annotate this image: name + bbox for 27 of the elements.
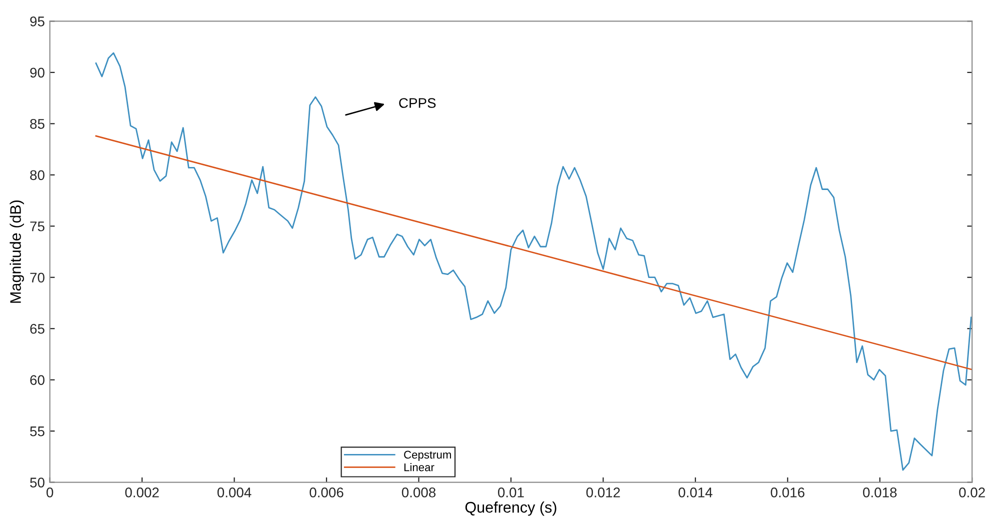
y-tick-label: 90	[30, 68, 44, 78]
y-tick-label: 50	[30, 478, 44, 488]
y-tick-label: 80	[30, 170, 44, 180]
x-tick-label: 0.012	[586, 488, 620, 498]
x-tick-label: 0.002	[125, 488, 159, 498]
x-tick-label: 0	[46, 488, 54, 498]
y-axis-title: Magnitude (dB)	[10, 200, 24, 303]
x-tick-label: 0.01	[498, 488, 524, 498]
x-tick-label: 0.004	[217, 488, 252, 498]
y-tick-label: 85	[30, 119, 44, 129]
y-tick-label: 60	[30, 375, 44, 386]
x-tick-label: 0.008	[402, 488, 436, 498]
x-tick-label: 0.018	[863, 488, 897, 498]
y-tick-label: 75	[30, 222, 44, 232]
y-tick-label: 70	[30, 272, 44, 283]
legend-label: Cepstrum	[404, 450, 451, 461]
line-series	[95, 52, 972, 471]
annotation: CPPS	[399, 98, 436, 108]
x-axis-title: Quefrency (s)	[465, 501, 556, 516]
y-tick-label: 55	[30, 426, 44, 436]
x-tick-label: 0.014	[678, 488, 712, 498]
y-tick-label: 95	[30, 16, 44, 26]
x-tick-label: 0.016	[770, 488, 804, 498]
legend-label: Linear	[404, 463, 434, 472]
x-tick-label: 0.02	[959, 488, 985, 498]
y-tick-label: 65	[30, 324, 44, 334]
x-tick-label: 0.006	[310, 488, 344, 498]
